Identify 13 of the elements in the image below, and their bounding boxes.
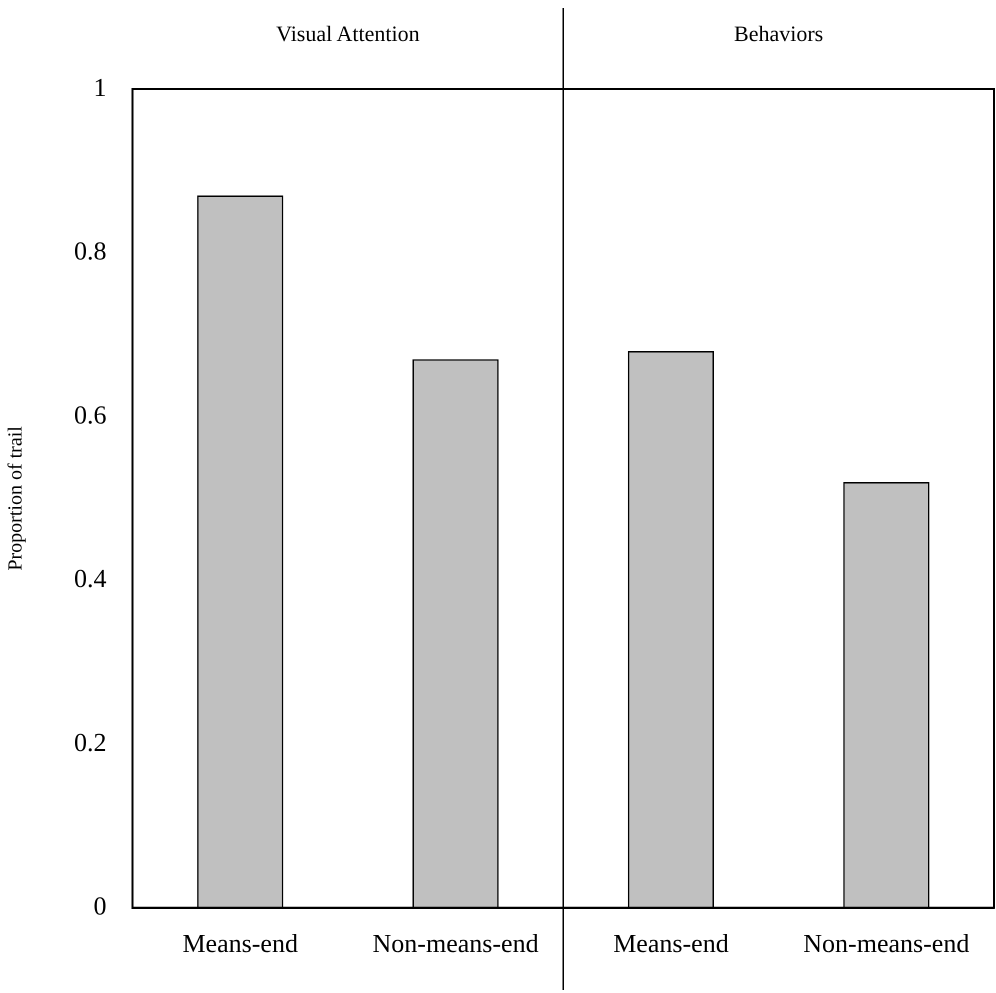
x-tick-label: Means-end xyxy=(613,929,729,958)
x-tick-label: Non-means-end xyxy=(372,929,539,958)
y-tick-label: 1 xyxy=(94,72,106,102)
text: Behaviors xyxy=(734,20,824,46)
y-tick-label: 0.4 xyxy=(74,564,106,594)
y-tick-label: 0 xyxy=(94,892,106,921)
y-tick-label: 0.2 xyxy=(74,728,106,757)
x-tick-label: Non-means-end xyxy=(803,929,970,958)
y-axis-title: Proportion of trail xyxy=(4,426,26,571)
x-tick-label: Means-end xyxy=(182,929,298,958)
text: Visual Attention xyxy=(276,20,420,46)
y-tick-label: 0.8 xyxy=(74,236,106,266)
y-tick-label: 0.6 xyxy=(74,400,106,430)
